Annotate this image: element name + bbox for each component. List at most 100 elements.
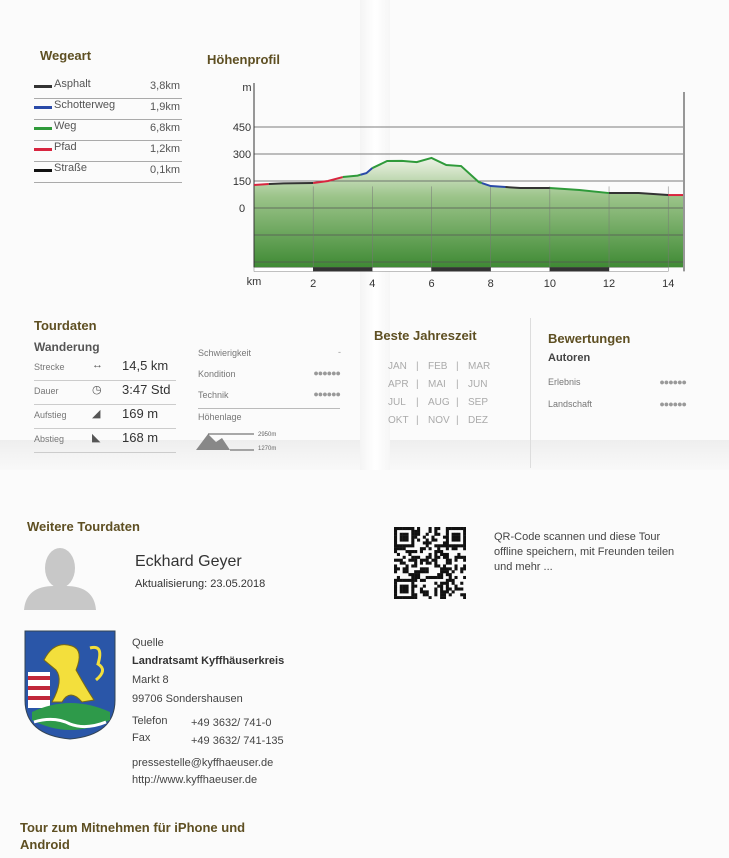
tour-row-key: Strecke bbox=[34, 362, 65, 372]
legend-row: Pfad 1,2km bbox=[34, 141, 182, 162]
scale-bar bbox=[490, 267, 551, 272]
legend-row: Schotterweg 1,9km bbox=[34, 99, 182, 120]
rating-key: Landschaft bbox=[548, 399, 593, 409]
month-feb: FEB bbox=[428, 361, 448, 372]
legend-value: 1,2km bbox=[150, 143, 180, 155]
legend-label: Pfad bbox=[54, 141, 77, 153]
legend-label: Straße bbox=[54, 162, 88, 174]
month-jun: JUN bbox=[468, 379, 488, 390]
month-separator: | bbox=[456, 415, 459, 426]
hoehenprofil-title: Höhenprofil bbox=[207, 52, 280, 67]
difficulty-row: Kondition ●●●●●● bbox=[198, 365, 341, 387]
legend-value: 0,1km bbox=[150, 164, 180, 176]
legend-row: Straße 0,1km bbox=[34, 162, 182, 183]
web-link[interactable]: http://www.kyffhaeuser.de bbox=[132, 774, 258, 786]
difficulty-key: Technik bbox=[198, 390, 229, 400]
profile-segment-pfad bbox=[313, 176, 344, 184]
rating-row: Erlebnis ●●●●●● bbox=[548, 374, 687, 396]
y-tick-label: 300 bbox=[233, 149, 251, 161]
tour-row: Dauer ◷ 3:47 Std bbox=[34, 380, 176, 405]
rating-value: ●●●●●● bbox=[659, 399, 687, 409]
tour-row-value: 14,5 km bbox=[122, 358, 169, 373]
legend-swatch bbox=[34, 148, 52, 151]
difficulty-value: ●●●●●● bbox=[313, 368, 341, 378]
x-tick-label: 6 bbox=[428, 278, 434, 290]
month-mai: MAI bbox=[428, 379, 446, 390]
fax-label: Fax bbox=[132, 732, 151, 744]
footer-title: Tour zum Mitnehmen für iPhone und Androi… bbox=[20, 820, 246, 852]
rating-row: Landschaft ●●●●●● bbox=[548, 396, 687, 418]
month-aug: AUG bbox=[428, 397, 450, 408]
x-tick-label: 12 bbox=[603, 278, 615, 290]
profile-segment-weg bbox=[371, 156, 483, 185]
legend-swatch bbox=[34, 127, 52, 130]
tourdaten-subtitle: Wanderung bbox=[34, 340, 100, 354]
tour-row-key: Dauer bbox=[34, 386, 59, 396]
qr-text: QR-Code scannen und diese Tour offline s… bbox=[494, 531, 675, 573]
month-separator: | bbox=[456, 397, 459, 408]
profile-segment-asphalt bbox=[268, 181, 314, 186]
qr-code[interactable] bbox=[394, 527, 466, 599]
scale-bar bbox=[372, 267, 432, 272]
bewertungen-title: Bewertungen bbox=[548, 331, 631, 346]
month-dez: DEZ bbox=[468, 415, 488, 426]
elevation-area bbox=[254, 157, 683, 268]
bewertungen-subtitle: Autoren bbox=[548, 352, 591, 364]
difficulty-key: Schwierigkeit bbox=[198, 348, 252, 358]
x-tick-label: 4 bbox=[369, 278, 375, 290]
tel-value: +49 3632/ 741-0 bbox=[191, 717, 272, 729]
legend-label: Schotterweg bbox=[54, 99, 116, 111]
tour-row-icon: ◣ bbox=[92, 432, 101, 444]
tour-row-icon: ◷ bbox=[92, 384, 102, 396]
avatar-placeholder-icon bbox=[24, 548, 96, 610]
y-tick-label: 150 bbox=[233, 176, 251, 188]
rating-value: ●●●●●● bbox=[659, 377, 687, 387]
legend-row: Asphalt 3,8km bbox=[34, 78, 182, 99]
coat-of-arms-logo bbox=[24, 630, 116, 740]
month-separator: | bbox=[416, 361, 419, 372]
legend-swatch bbox=[34, 85, 52, 88]
profile-segment-schotterweg bbox=[481, 182, 506, 189]
hoehenlage-min: 1270m bbox=[258, 446, 277, 452]
legend-swatch bbox=[34, 169, 52, 172]
hoehenlage-max: 2950m bbox=[258, 432, 277, 438]
x-tick-label: 8 bbox=[488, 278, 494, 290]
jahreszeit-title: Beste Jahreszeit bbox=[374, 328, 477, 343]
tour-row: Strecke ↔ 14,5 km bbox=[34, 356, 176, 381]
legend-value: 3,8km bbox=[150, 80, 180, 92]
author-name: Eckhard Geyer bbox=[135, 553, 242, 570]
email-link[interactable]: pressestelle@kyffhaeuser.de bbox=[132, 757, 274, 769]
divider bbox=[530, 318, 531, 468]
x-tick-label: 14 bbox=[662, 278, 674, 290]
tourdaten-title: Tourdaten bbox=[34, 318, 97, 333]
month-mar: MAR bbox=[468, 361, 491, 372]
difficulty-key: Kondition bbox=[198, 369, 236, 379]
y-tick-label: 0 bbox=[239, 203, 245, 215]
scale-bar bbox=[608, 267, 669, 272]
month-sep: SEP bbox=[468, 397, 489, 408]
hoehenlage-label: Höhenlage bbox=[198, 412, 242, 422]
profile-segment-pfad bbox=[253, 183, 269, 186]
scale-bar bbox=[253, 267, 314, 272]
month-separator: | bbox=[416, 379, 419, 390]
street: Markt 8 bbox=[132, 674, 169, 686]
x-tick-label: 10 bbox=[544, 278, 556, 290]
legend-row: Weg 6,8km bbox=[34, 120, 182, 141]
tel-label: Telefon bbox=[132, 715, 168, 727]
scale-bar bbox=[549, 267, 610, 272]
scale-bar bbox=[431, 267, 491, 272]
updated-date: Aktualisierung: 23.05.2018 bbox=[135, 578, 266, 590]
elevation-chart: m 450 300 150 0 km 2 4 6 8 10 12 14 bbox=[233, 82, 685, 290]
profile-segment-weg bbox=[342, 173, 361, 179]
month-separator: | bbox=[416, 397, 419, 408]
x-axis-label: km bbox=[247, 276, 262, 288]
month-separator: | bbox=[416, 415, 419, 426]
tour-row-icon: ↔ bbox=[92, 359, 103, 371]
legend-label: Weg bbox=[54, 120, 77, 132]
profile-segment-schotterweg bbox=[360, 167, 373, 176]
city: 99706 Sondershausen bbox=[132, 693, 243, 705]
tour-row: Aufstieg ◢ 169 m bbox=[34, 404, 176, 429]
source-name: Landratsamt Kyffhäuserkreis bbox=[132, 655, 285, 667]
y-tick-label: 450 bbox=[233, 122, 251, 134]
difficulty-value: - bbox=[338, 347, 341, 357]
